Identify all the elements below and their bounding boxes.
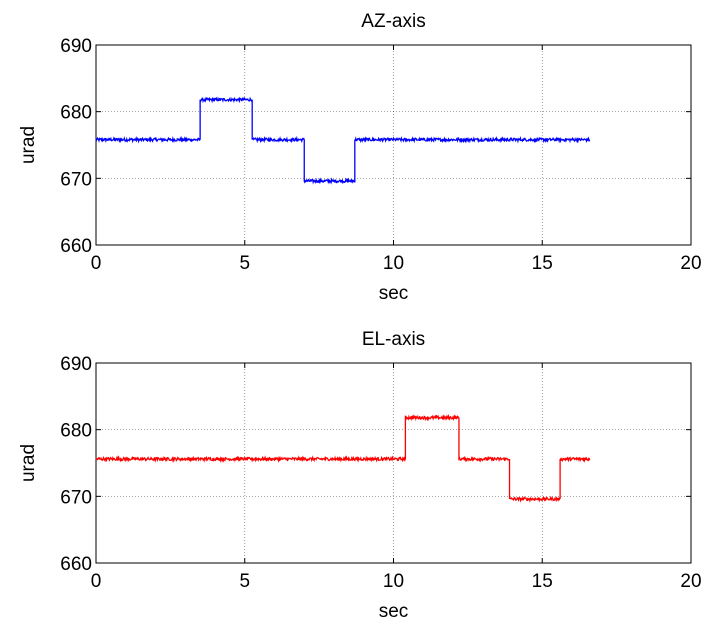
y-tick-label: 670 (60, 169, 92, 190)
chart-title: EL-axis (362, 329, 425, 350)
chart-title: AZ-axis (361, 11, 425, 32)
y-tick-label: 680 (60, 421, 92, 442)
x-axis-label: sec (379, 283, 409, 304)
chart-1: 0 5 10 15 20 660 670 680 690 EL-axis sec urad (18, 329, 702, 622)
y-axis-label: urad (18, 444, 39, 482)
y-tick-label: 680 (60, 103, 92, 124)
x-tick-label: 15 (532, 571, 553, 592)
x-tick-label: 0 (91, 571, 102, 592)
y-axis-label: urad (18, 126, 39, 164)
x-tick-label: 20 (680, 253, 701, 274)
series-line-0 (95, 413, 591, 503)
x-tick-label: 10 (383, 571, 404, 592)
y-tick-label: 690 (60, 354, 92, 375)
series-line-0 (95, 96, 591, 185)
x-tick-label: 5 (239, 253, 250, 274)
x-tick-label: 0 (91, 253, 102, 274)
y-tick-label: 660 (60, 554, 92, 575)
x-tick-label: 5 (239, 571, 250, 592)
y-tick-label: 690 (60, 36, 92, 57)
x-tick-label: 10 (383, 253, 404, 274)
chart-0: 0 5 10 15 20 660 670 680 690 AZ-axis sec urad (18, 11, 702, 304)
y-tick-label: 670 (60, 487, 92, 508)
x-axis-label: sec (379, 601, 409, 622)
x-tick-label: 20 (680, 571, 701, 592)
y-tick-label: 660 (60, 236, 92, 257)
x-tick-label: 15 (532, 253, 553, 274)
